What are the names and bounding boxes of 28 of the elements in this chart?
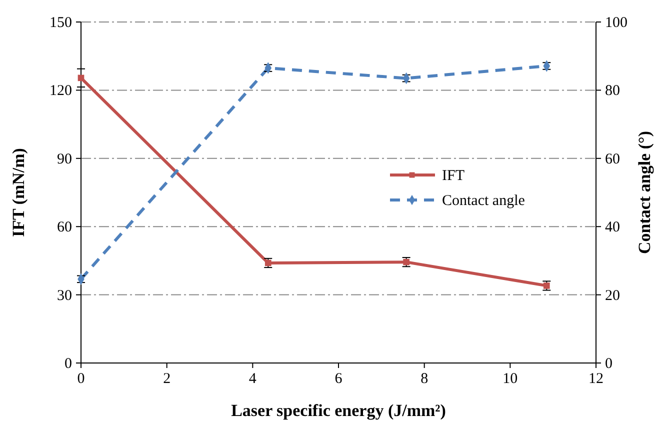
x-tick-label: 8 [420, 371, 428, 387]
point [264, 260, 272, 266]
y2-tick-label: 0 [605, 356, 612, 372]
y-tick-label: 90 [57, 151, 72, 168]
y-tick-label: 150 [50, 15, 72, 31]
y2-tick-label: 40 [605, 220, 620, 236]
legend-label: IFT [442, 168, 464, 184]
y-tick-label: 60 [57, 220, 72, 236]
y2-tick-label: 60 [605, 151, 620, 168]
point [543, 282, 550, 289]
x-tick-label: 4 [248, 371, 257, 387]
point [78, 74, 84, 82]
y2-tick-label: 80 [605, 83, 620, 100]
legend-label: Contact angle [442, 193, 526, 209]
y2-axis-title: Contact angle (°) [635, 131, 654, 254]
y2-tick-label: 20 [605, 288, 620, 304]
y2-tick-label: 100 [605, 15, 628, 31]
x-tick-label: 2 [163, 371, 171, 387]
y-tick-label: 0 [64, 356, 72, 372]
y-tick-label: 120 [50, 83, 72, 100]
x-tick-label: 0 [77, 371, 85, 387]
y-axis-title: IFT (mN/m) [9, 148, 28, 237]
x-axis-title: Laser specific energy (J/mm²) [231, 401, 446, 420]
x-tick-label: 6 [334, 371, 343, 387]
y-tick-label: 30 [57, 288, 72, 304]
point [403, 258, 410, 266]
x-tick-label: 12 [588, 371, 604, 387]
x-tick-label: 10 [502, 371, 518, 387]
